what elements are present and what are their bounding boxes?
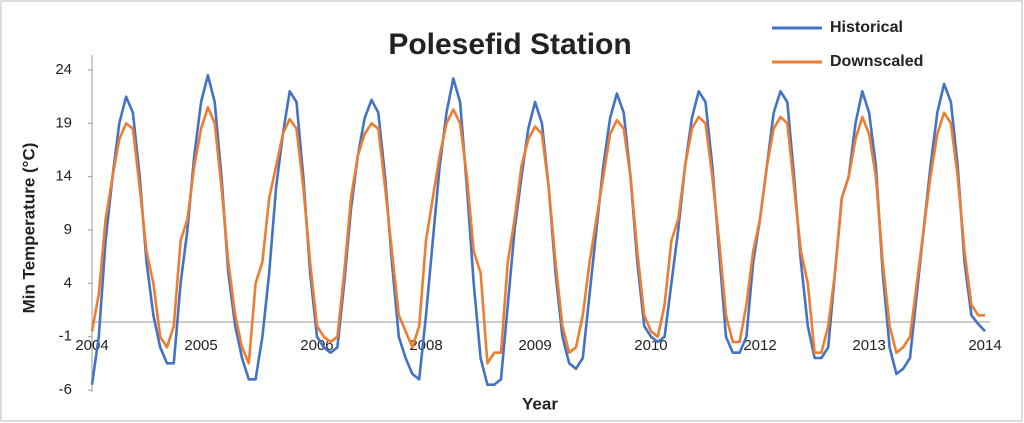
y-axis-label: Min Temperature (°C) [19,143,38,314]
y-tick-label: -6 [59,381,72,398]
x-tick-label: 2008 [409,337,442,354]
x-tick-label: 2004 [75,337,108,354]
y-tick-label: 19 [55,114,72,131]
x-tick-label: 2009 [518,337,551,354]
y-tick-label: 9 [64,221,72,238]
chart-title: Polesefid Station [388,28,631,61]
series-line [90,106,985,365]
x-tick-label: 2014 [968,337,1001,354]
y-tick-label: 4 [64,274,72,291]
x-tick-label: 2013 [852,337,885,354]
y-tick-label: 14 [55,168,72,185]
legend-label: Historical [830,19,903,36]
y-tick-label: -1 [59,328,72,345]
x-axis-label: Year [522,394,558,413]
x-tick-label: 2012 [743,337,776,354]
legend-label: Downscaled [830,53,923,70]
y-tick-label: 24 [55,61,72,78]
x-tick-label: 2005 [184,337,217,354]
